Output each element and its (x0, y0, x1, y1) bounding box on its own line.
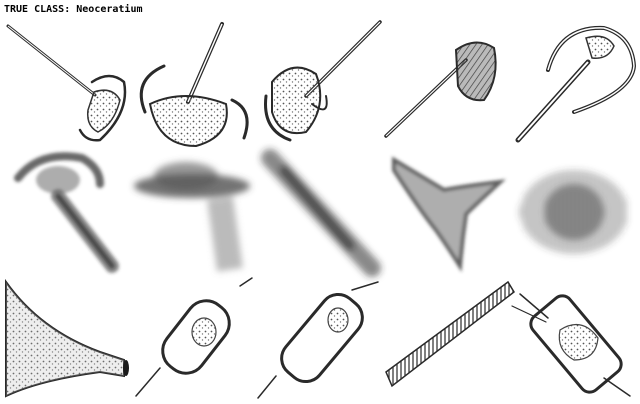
true-class-caption: TRUE CLASS: Neoceratium (4, 4, 143, 16)
tile-r3-c2 (135, 277, 253, 397)
tile-r2-c1 (14, 152, 119, 273)
tile-r1-c4 (384, 41, 497, 138)
tile-r1-c1 (6, 24, 127, 142)
tile-r3-c4 (385, 280, 515, 388)
tile-r1-c5 (515, 25, 636, 143)
caption-prefix: TRUE CLASS: (4, 4, 71, 15)
caption-class-name: Neoceratium (76, 4, 143, 15)
tile-r3-c1 (5, 278, 129, 398)
tile-r2-c3 (261, 149, 381, 277)
tile-r3-c5 (511, 293, 631, 397)
tile-r1-c3 (264, 20, 382, 142)
tile-r2-c5 (520, 170, 628, 254)
tile-r3-c3 (257, 281, 379, 399)
tile-r2-c4 (392, 156, 506, 273)
tile-r1-c2 (139, 22, 249, 148)
tile-r2-c2 (134, 162, 250, 272)
